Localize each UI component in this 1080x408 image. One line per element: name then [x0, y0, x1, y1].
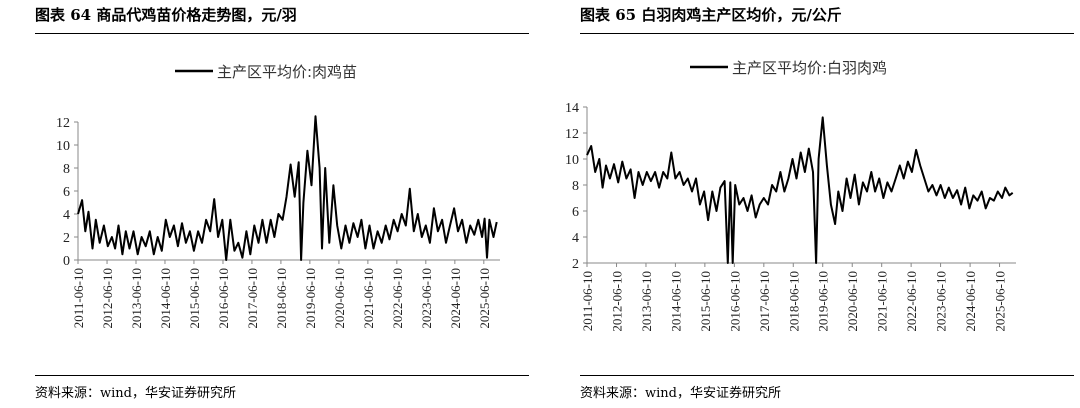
x-tick-label: 2016-06-10: [216, 268, 231, 329]
line-chart-broiler-price: 2 4 6 8 10 12 14 2011-06-10 2012-06-10 2013-06-10…: [565, 59, 1016, 332]
x-tick-label: 2025-06-10: [993, 271, 1008, 332]
x-tick-label: 2020-06-10: [845, 271, 860, 332]
y-tick-label: 8: [63, 162, 70, 177]
figure-title: 图表 64 商品代鸡苗价格走势图，元/羽: [35, 6, 297, 24]
figure-title: 图表 65 白羽肉鸡主产区均价，元/公斤: [580, 6, 842, 24]
x-tick-label: 2023-06-10: [934, 271, 949, 332]
y-tick-label: 6: [63, 185, 70, 200]
y-tick-label: 4: [572, 231, 579, 246]
x-tick-label: 2022-06-10: [904, 271, 919, 332]
x-tick-label: 2011-06-10: [71, 268, 86, 328]
y-tick-label: 10: [56, 139, 70, 154]
source-note: 资料来源：wind，华安证券研究所: [580, 386, 781, 401]
chart-panel-broiler-price: 图表 65 白羽肉鸡主产区均价，元/公斤 2 4 6 8 10 12 14 2011-06-1…: [545, 0, 1080, 408]
x-tick-label: 2024-06-10: [963, 271, 978, 332]
x-tick-label: 2017-06-10: [245, 268, 260, 329]
x-tick-label: 2013-06-10: [129, 268, 144, 329]
x-tick-label: 2015-06-10: [187, 268, 202, 329]
legend-label: 主产区平均价:白羽肉鸡: [732, 59, 887, 77]
title-rule: [35, 33, 529, 34]
y-tick-label: 2: [63, 231, 70, 246]
y-tick-label: 8: [572, 179, 579, 194]
x-tick-label: 2012-06-10: [100, 268, 115, 329]
y-tick-label: 14: [565, 101, 579, 116]
x-tick-label: 2011-06-10: [580, 271, 595, 331]
x-tick-label: 2022-06-10: [390, 268, 405, 329]
x-tick-label: 2014-06-10: [668, 271, 683, 332]
x-tick-label: 2018-06-10: [786, 271, 801, 332]
y-tick-label: 0: [63, 254, 70, 269]
line-chart-chick-price: 0 2 4 6 8 10 12 2011-06-10 2012-06-10 2013-06-10 2…: [56, 63, 500, 329]
x-tick-label: 2018-06-10: [274, 268, 289, 329]
x-tick-label: 2023-06-10: [419, 268, 434, 329]
y-tick-label: 4: [63, 208, 70, 223]
x-tick-label: 2014-06-10: [158, 268, 173, 329]
series-line: [77, 115, 498, 261]
y-tick-label: 10: [565, 153, 579, 168]
x-tick-label: 2021-06-10: [361, 268, 376, 329]
y-tick-label: 12: [56, 116, 70, 131]
source-rule: [35, 375, 529, 376]
title-rule: [580, 33, 1074, 34]
x-tick-label: 2019-06-10: [303, 268, 318, 329]
x-tick-label: 2020-06-10: [332, 268, 347, 329]
x-tick-label: 2013-06-10: [639, 271, 654, 332]
x-tick-label: 2015-06-10: [698, 271, 713, 332]
x-tick-label: 2016-06-10: [727, 271, 742, 332]
x-tick-label: 2019-06-10: [816, 271, 831, 332]
source-rule: [580, 375, 1074, 376]
x-tick-label: 2012-06-10: [610, 271, 625, 332]
x-tick-label: 2024-06-10: [448, 268, 463, 329]
y-tick-label: 12: [565, 127, 579, 142]
series-line: [586, 116, 1014, 264]
y-tick-label: 2: [572, 257, 579, 272]
chart-panel-chick-price: 图表 64 商品代鸡苗价格走势图，元/羽 0 2 4 6 8 10 12 2011-06-10…: [0, 0, 535, 408]
y-tick-label: 6: [572, 205, 579, 220]
x-tick-label: 2025-06-10: [477, 268, 492, 329]
source-note: 资料来源：wind，华安证券研究所: [35, 386, 236, 401]
legend-label: 主产区平均价:肉鸡苗: [217, 63, 357, 81]
x-tick-label: 2017-06-10: [757, 271, 772, 332]
x-tick-label: 2021-06-10: [875, 271, 890, 332]
